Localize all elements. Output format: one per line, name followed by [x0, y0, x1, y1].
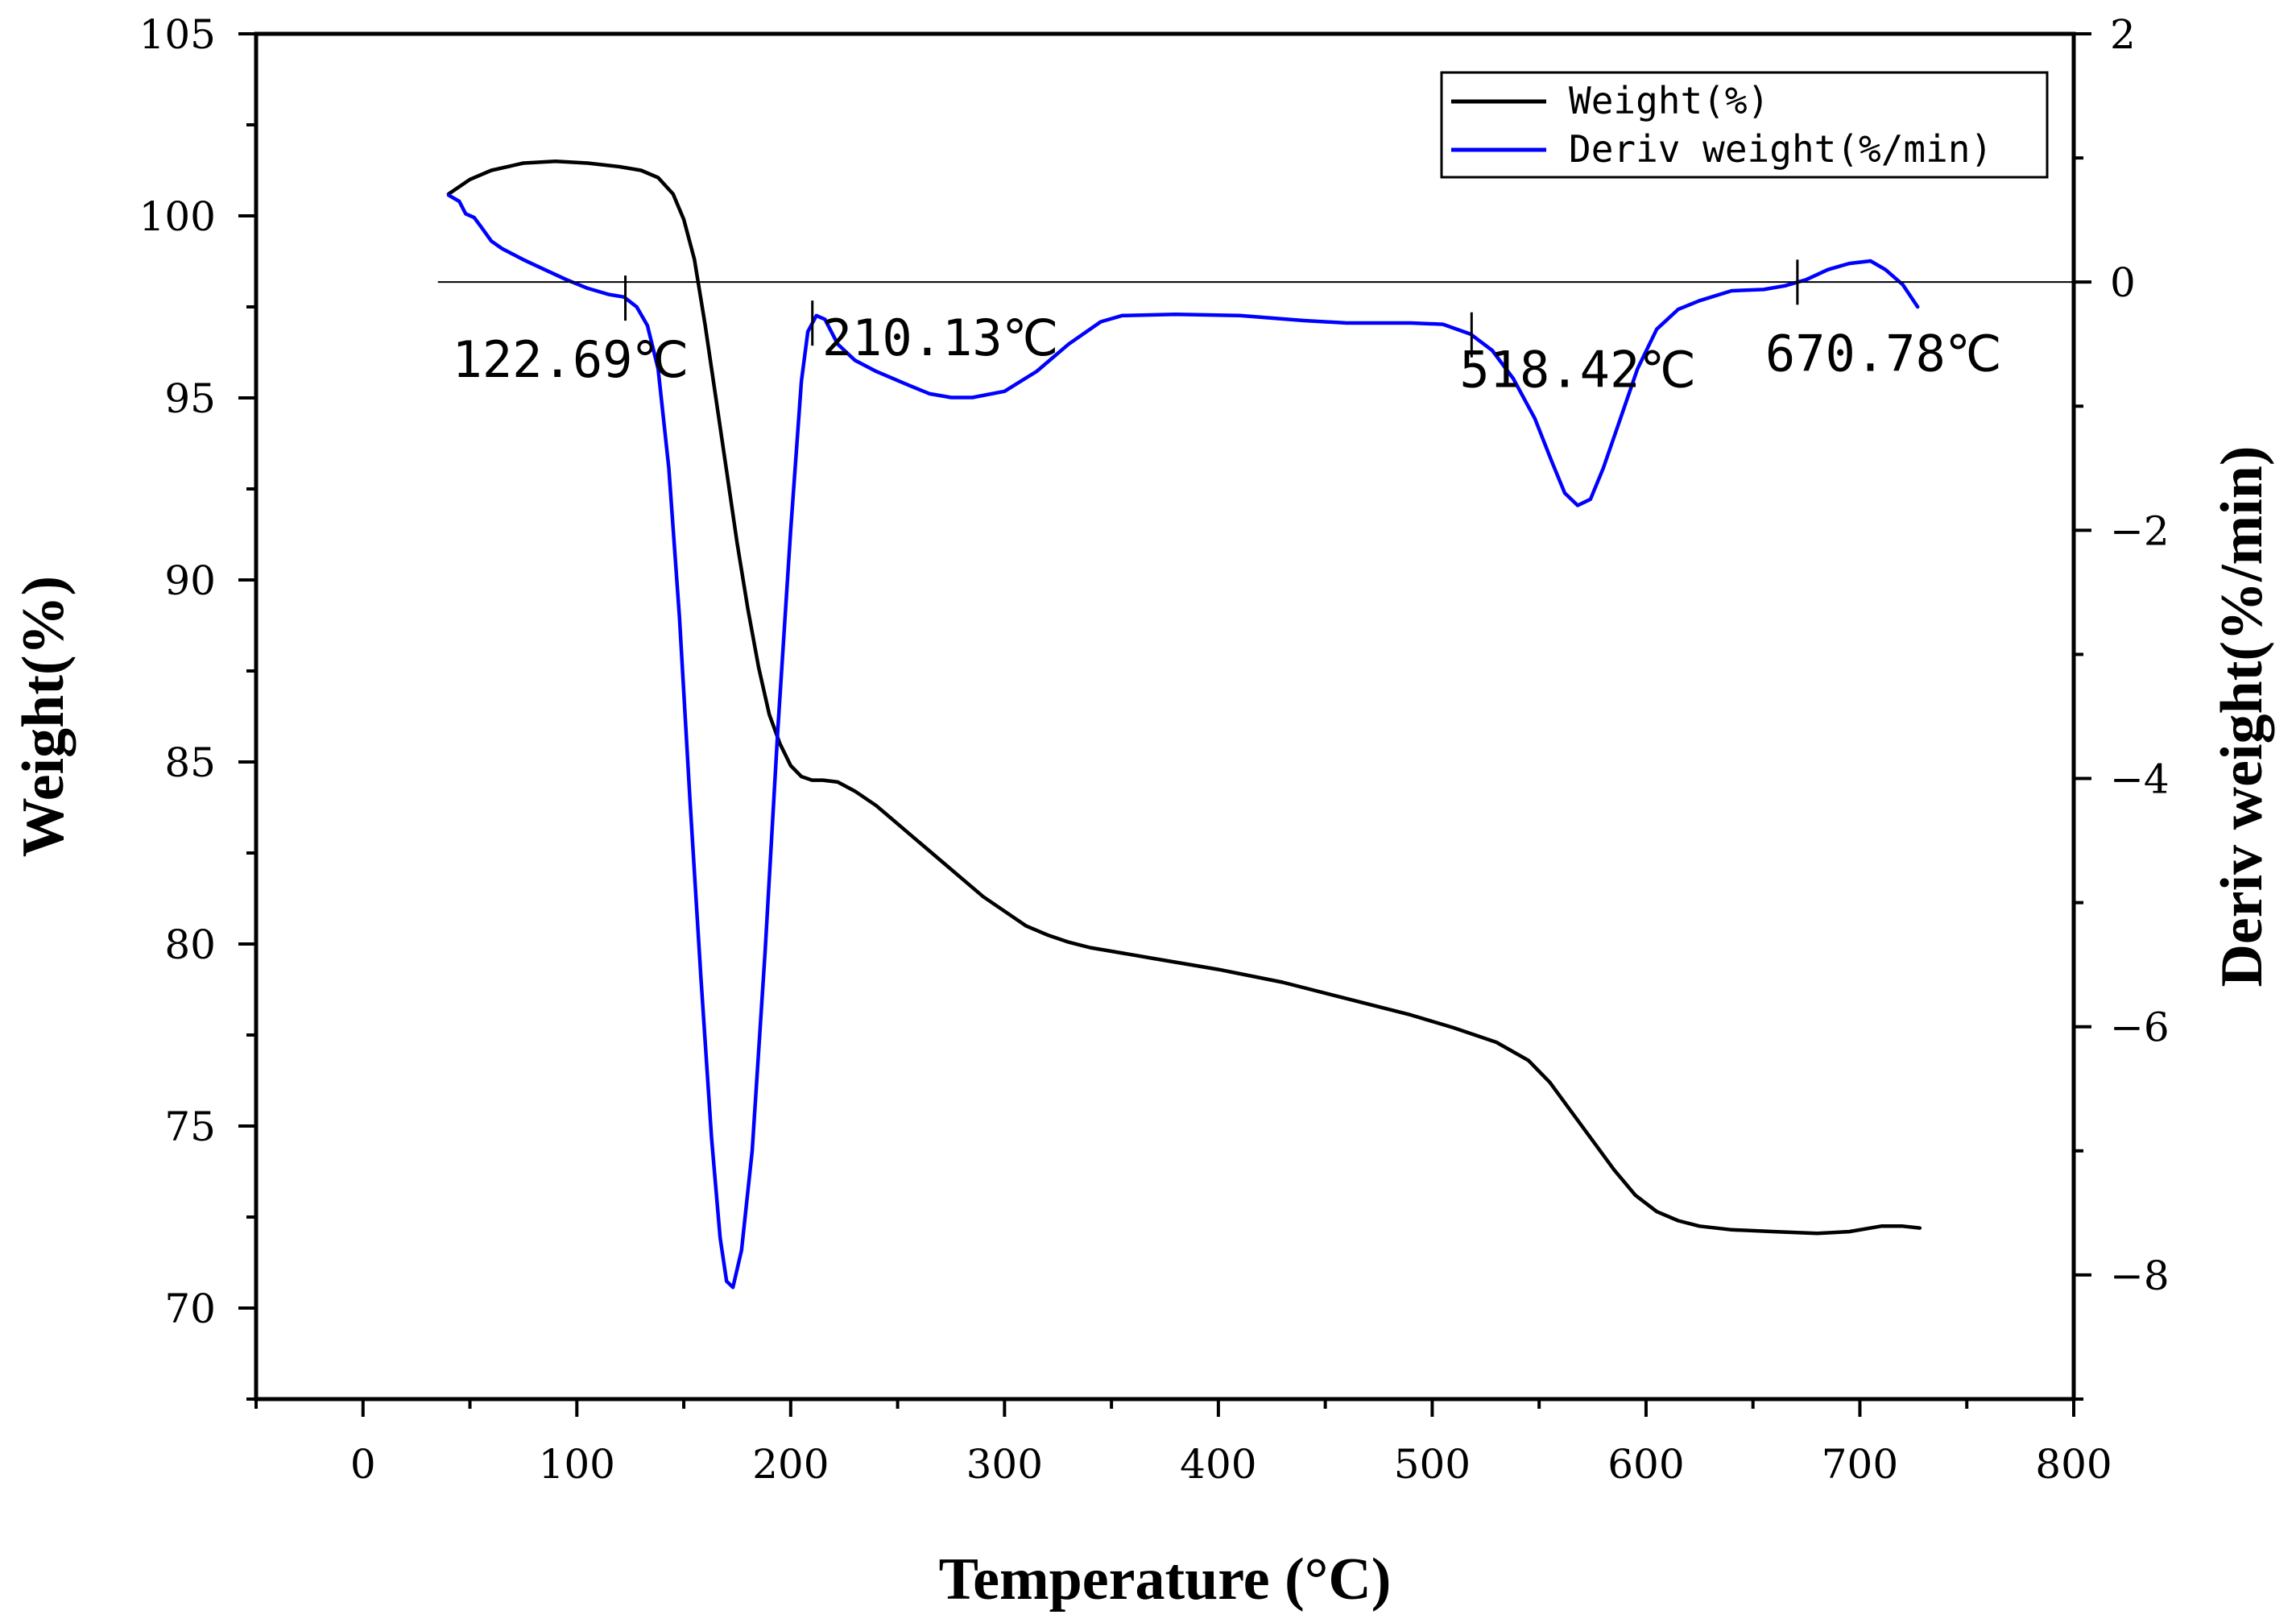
- y-right-tick-label: −8: [2110, 1252, 2170, 1299]
- x-tick-label: 400: [1180, 1441, 1256, 1488]
- y-left-tick-label: 80: [164, 921, 216, 968]
- y-right-tick-label: −6: [2110, 1004, 2170, 1051]
- y-right-tick-label: −4: [2110, 756, 2170, 803]
- y-right-tick-label: −2: [2110, 507, 2170, 554]
- x-tick-label: 100: [539, 1441, 615, 1488]
- x-tick-label: 0: [350, 1441, 376, 1488]
- annotation-label: 518.42℃: [1459, 341, 1696, 400]
- y-right-tick-label: 0: [2110, 259, 2136, 306]
- x-tick-label: 300: [966, 1441, 1043, 1488]
- y-left-tick-label: 105: [139, 11, 216, 58]
- x-tick-label: 200: [752, 1441, 829, 1488]
- x-tick-label: 600: [1607, 1441, 1684, 1488]
- legend-box: [1440, 71, 2049, 179]
- x-tick-label: 500: [1394, 1441, 1471, 1488]
- x-axis-title: Temperature (°C): [939, 1546, 1392, 1613]
- deriv-weight-series-line: [446, 193, 1920, 1290]
- legend-label: Deriv weight(%/min): [1569, 127, 1992, 171]
- x-tick-label: 700: [1822, 1441, 1898, 1488]
- y-right-tick-label: 2: [2110, 11, 2136, 58]
- x-tick-label: 800: [2035, 1441, 2112, 1488]
- annotation-label: 122.69℃: [453, 330, 689, 389]
- plot-frame: [254, 31, 2076, 1401]
- y-left-tick-label: 75: [164, 1103, 216, 1150]
- weight-series-line: [446, 159, 1922, 1236]
- y-left-tick-label: 95: [164, 375, 216, 422]
- y-left-tick-label: 85: [164, 739, 216, 786]
- annotation-label: 210.13℃: [822, 308, 1059, 367]
- y-left-axis-title: Weight(%): [10, 576, 77, 857]
- y-left-tick-label: 90: [164, 557, 216, 604]
- y-right-axis-title: Deriv weight(%/min): [2209, 445, 2275, 987]
- y-left-tick-label: 100: [139, 193, 216, 240]
- annotation-label: 670.78℃: [1765, 324, 2002, 383]
- y-left-tick-label: 70: [164, 1286, 216, 1332]
- legend-label: Weight(%): [1569, 79, 1769, 122]
